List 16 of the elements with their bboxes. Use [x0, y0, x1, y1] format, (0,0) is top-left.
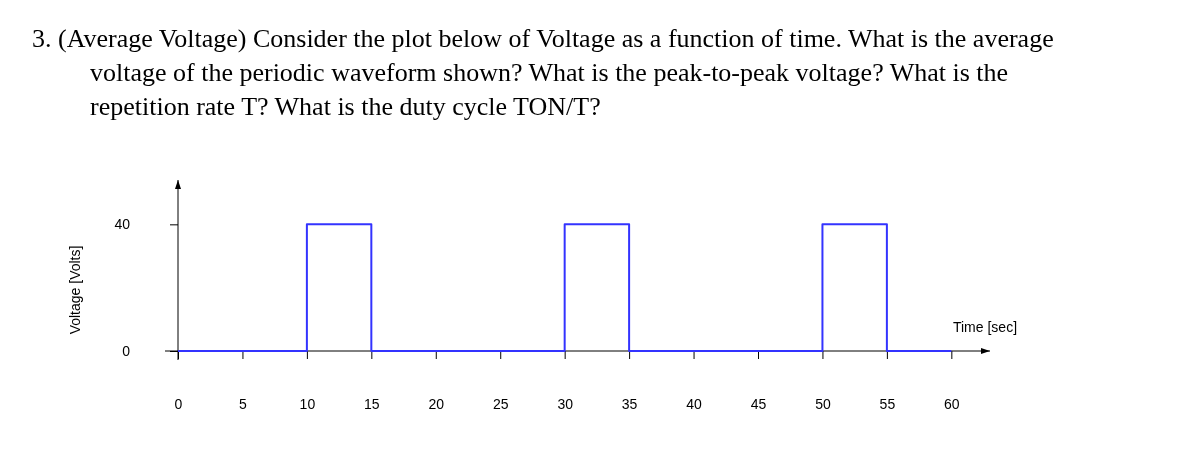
x-tick-label: 35: [621, 395, 638, 412]
x-tick-label: 55: [879, 395, 896, 412]
x-tick-label: 45: [750, 395, 767, 412]
x-tick-label: 5: [239, 395, 248, 412]
x-tick-label: 15: [364, 395, 380, 412]
chart-title: 3. (Average Voltage) Consider the plot below of Voltage as a function of time. What is the average voltage of the periodic waveform shown? What is the peak-to-peak voltage? What is the repetition rate T? What is the duty cycle TON/T?: [32, 23, 1055, 123]
x-tick-label: 25: [492, 395, 509, 412]
x-tick-label: 0: [174, 395, 183, 412]
x-tick-label: 30: [557, 395, 574, 412]
x-tick-label: 10: [299, 395, 316, 412]
x-tick-label: 40: [686, 395, 703, 412]
x-tick-label: 50: [815, 395, 831, 412]
x-tick-label: 20: [428, 395, 445, 412]
x-axis-title: Time [sec]: [952, 319, 1018, 335]
x-tick-label: 60: [944, 395, 960, 412]
y-axis-title: Voltage [Volts]: [67, 245, 83, 335]
